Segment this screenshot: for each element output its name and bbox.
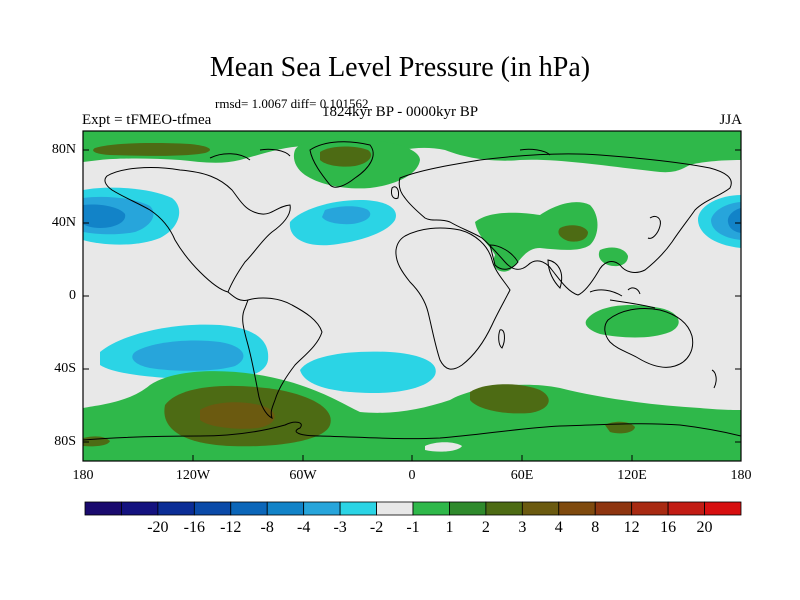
contour-australia-green [585,305,679,338]
colorbar-label: -3 [333,519,347,536]
colorbar-cell [84,501,122,516]
lon-label-180w: 180 [72,468,94,483]
coast-africa [395,227,511,370]
stats-text: rmsd= 1.0067 diff= 0.101562 [215,96,369,111]
coast-new-zealand [711,369,717,389]
colorbar-cell [193,501,232,516]
colorbar-cell [521,501,560,516]
lon-label-0: 0 [408,468,416,483]
lat-label-40s: 40S [54,361,76,376]
colorbar-label: -12 [220,519,242,536]
colorbar-label: 3 [518,519,527,536]
colorbar-label: 16 [660,519,677,536]
contour-arctic-green [83,131,741,173]
contour-greenland-darkgreen [320,146,372,167]
period-label: 1824kyr BP - 0000kyr BP [321,104,479,120]
axis-ticks [82,149,742,461]
coast-uk [391,186,399,199]
contour-npacific-east-deep [727,208,741,233]
coast-australia [604,307,694,368]
contour-southern-brown-west [200,402,275,429]
coast-greenland [309,141,374,188]
colorbar-label: -4 [296,519,311,536]
colorbar-label: 20 [696,519,713,536]
colorbar [84,501,742,516]
lon-label-120e: 120E [617,468,647,483]
lat-label-0: 0 [69,288,76,303]
coast-central-america [227,291,249,301]
contour-spacific-med [132,340,244,371]
coast-madagascar [498,329,505,349]
colorbar-label: 8 [591,519,600,536]
contour-asia-green [475,202,598,272]
colorbar-cell [339,501,377,516]
contour-satlantic-cyan [300,351,436,393]
coast-eurasia [398,153,732,296]
colorbar-cell [631,501,669,516]
coastlines [83,141,741,441]
colorbar-label: -1 [406,519,420,536]
lon-label-120w: 120W [175,468,211,483]
contour-npacific-west-deep [83,204,126,228]
colorbar-cell [376,501,414,516]
colorbar-label: 12 [623,519,640,536]
colorbar-cell [230,501,268,516]
contour-antarctic-neutral [425,442,462,452]
coast-antarctica [83,421,741,441]
colorbar-label: 1 [445,519,454,536]
contour-asia-green-east [598,247,628,267]
experiment-label: Expt = tFMEO-tfmea [82,112,212,128]
colorbar-label: -20 [147,519,169,536]
colorbar-label: -2 [369,519,384,536]
colorbar-cell [704,501,742,516]
coast-indonesia [589,287,656,309]
coast-arctic-islands [209,148,551,161]
colorbar-cell [266,501,305,516]
lon-label-180e: 180 [730,468,752,483]
lon-label-60w: 60W [289,468,317,483]
colorbar-label: 2 [481,519,490,536]
colorbar-cell [121,501,159,516]
colorbar-cell [303,501,341,516]
colorbar-cell [594,501,633,516]
colorbar-cell [558,501,596,516]
coast-india [547,259,563,289]
contour-southern-darkgreen-east [470,384,549,414]
season-label: JJA [719,112,742,128]
map-title: Mean Sea Level Pressure (in hPa) [209,52,591,83]
lat-label-80s: 80S [54,434,76,449]
contour-asia-darkgreen [558,225,588,242]
colorbar-cell [412,501,450,516]
lat-label-40n: 40N [51,215,76,230]
coast-north-america [104,167,291,293]
colorbar-label: 4 [554,519,563,536]
colorbar-cell [449,501,487,516]
coast-arabia [489,244,519,270]
colorbar-cell [485,501,523,516]
coast-japan [647,215,661,239]
contour-arctic-darkgreen [93,143,210,156]
contour-natlantic-med [322,206,371,225]
colorbar-cell [667,501,705,516]
colorbar-cell [157,501,195,516]
lon-label-60e: 60E [510,468,534,483]
coast-south-america [242,297,323,419]
lat-label-80n: 80N [51,142,76,157]
map-plot-area [83,131,741,461]
colorbar-label: -8 [260,519,274,536]
colorbar-label: -16 [183,519,205,536]
